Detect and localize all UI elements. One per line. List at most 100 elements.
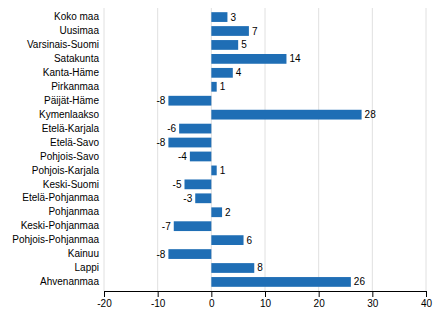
y-tick: Kymenlaakso <box>39 109 99 120</box>
data-label: 14 <box>289 53 301 64</box>
y-tick: Koko maa <box>54 11 99 22</box>
y-tick: Keski-Pohjanmaa <box>21 220 100 231</box>
y-tick: Satakunta <box>54 53 99 64</box>
y-tick: Pirkanmaa <box>51 81 99 92</box>
x-tick-mark <box>211 291 212 297</box>
bar <box>179 124 211 134</box>
y-tick-label: Kymenlaakso <box>39 109 99 120</box>
bar <box>211 207 222 217</box>
plot: -20 -10 0 10 20 30 40 Koko maa Uusimaa Varsinais-… <box>12 8 432 309</box>
y-tick-label: Lappi <box>75 262 99 273</box>
y-tick-label: Etelä-Pohjanmaa <box>22 192 99 203</box>
x-tick-label: 40 <box>421 298 433 309</box>
grid-line <box>104 8 105 291</box>
data-label: 26 <box>354 276 366 287</box>
bar <box>211 68 232 78</box>
data-label: -8 <box>156 137 165 148</box>
x-tick: 40 <box>421 291 433 309</box>
y-tick-label: Pohjois-Karjala <box>32 165 100 176</box>
grid-line <box>265 8 266 291</box>
y-tick-label: Koko maa <box>54 11 99 22</box>
data-label: 2 <box>225 207 231 218</box>
chart: -20 -10 0 10 20 30 40 Koko maa Uusimaa Varsinais-… <box>0 0 442 315</box>
x-tick-label: -20 <box>97 298 112 309</box>
y-tick: Kanta-Häme <box>43 67 100 78</box>
x-tick-label: 20 <box>314 298 326 309</box>
y-tick-label: Keski-Suomi <box>43 179 99 190</box>
x-axis: -20 -10 0 10 20 30 40 <box>97 291 432 309</box>
y-tick-label: Varsinais-Suomi <box>27 39 99 50</box>
grid-line <box>426 8 427 291</box>
grid-line <box>372 8 373 291</box>
y-tick-label: Pirkanmaa <box>51 81 99 92</box>
data-label: 1 <box>220 81 226 92</box>
bar <box>185 179 212 189</box>
y-tick: Lappi <box>75 262 99 273</box>
y-tick: Päijät-Häme <box>44 95 99 106</box>
y-tick-label: Uusimaa <box>60 25 100 36</box>
x-tick-mark <box>265 291 266 297</box>
bar <box>211 54 286 64</box>
y-tick: Etelä-Savo <box>50 137 99 148</box>
data-label: 8 <box>257 262 263 273</box>
bar <box>211 26 249 36</box>
x-tick: 0 <box>209 291 215 309</box>
x-tick-mark <box>158 291 159 297</box>
bar <box>211 166 216 176</box>
bar <box>211 110 361 120</box>
bar <box>168 96 211 106</box>
data-labels: 3751441-828-6-8-41-5-32-76-8826 <box>156 12 376 288</box>
x-tick-label: -10 <box>151 298 166 309</box>
data-label: -8 <box>156 95 165 106</box>
data-label: -3 <box>183 193 192 204</box>
data-label: 5 <box>241 39 247 50</box>
y-tick: Varsinais-Suomi <box>27 39 99 50</box>
data-label: -4 <box>178 151 187 162</box>
y-tick-label: Etelä-Karjala <box>42 123 100 134</box>
x-tick-label: 0 <box>209 298 215 309</box>
x-tick: -10 <box>151 291 166 309</box>
bar <box>211 12 227 22</box>
data-label: 3 <box>230 12 236 23</box>
bar <box>211 40 238 50</box>
y-tick-label: Päijät-Häme <box>44 95 99 106</box>
x-axis-line <box>105 292 427 298</box>
y-tick-label: Kainuu <box>68 248 99 259</box>
y-tick: Pohjois-Pohjanmaa <box>12 234 99 245</box>
bar <box>190 152 211 162</box>
y-tick-label: Pohjois-Savo <box>40 151 99 162</box>
x-tick: 10 <box>260 291 272 309</box>
y-tick-label: Pohjois-Pohjanmaa <box>12 234 99 245</box>
x-tick: 20 <box>314 291 326 309</box>
data-label: 7 <box>252 26 258 37</box>
y-tick: Pohjanmaa <box>48 206 99 217</box>
y-axis: Koko maa Uusimaa Varsinais-Suomi Satakunta K… <box>12 11 99 287</box>
grid-line <box>318 8 319 291</box>
y-tick: Pohjois-Savo <box>40 151 99 162</box>
bar <box>174 221 212 231</box>
y-tick: Etelä-Pohjanmaa <box>22 192 99 203</box>
data-label: 1 <box>220 165 226 176</box>
bar <box>211 263 254 273</box>
y-tick-label: Ahvenanmaa <box>40 276 99 287</box>
x-tick-label: 30 <box>367 298 379 309</box>
y-tick-label: Etelä-Savo <box>50 137 99 148</box>
data-label: 28 <box>365 109 377 120</box>
x-tick-mark <box>104 291 105 297</box>
x-tick-label: 10 <box>260 298 272 309</box>
bar <box>211 277 351 287</box>
x-tick-mark <box>372 291 373 297</box>
x-tick: -20 <box>97 291 112 309</box>
y-tick: Keski-Suomi <box>43 179 99 190</box>
data-label: 6 <box>247 235 253 246</box>
bar <box>211 235 243 245</box>
data-label: -8 <box>156 249 165 260</box>
data-label: -5 <box>173 179 182 190</box>
data-label: -7 <box>162 221 171 232</box>
y-tick: Uusimaa <box>60 25 100 36</box>
x-tick: 30 <box>367 291 379 309</box>
bars <box>168 12 361 287</box>
y-tick: Pohjois-Karjala <box>32 165 100 176</box>
bar <box>168 249 211 259</box>
grid <box>104 8 426 291</box>
